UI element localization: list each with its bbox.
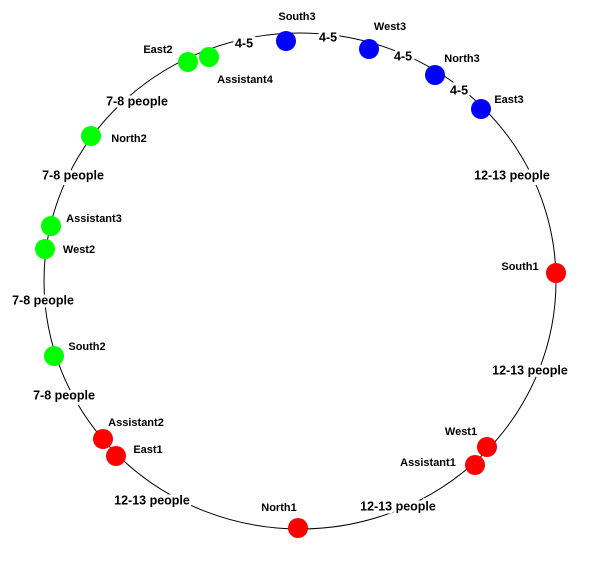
node-label: South2	[68, 341, 105, 353]
seat	[276, 31, 296, 51]
seat	[41, 216, 61, 236]
gap-label: 7-8 people	[42, 168, 104, 182]
node-label: East2	[143, 44, 172, 56]
gap-label: 7-8 people	[12, 293, 74, 307]
node-label: South1	[501, 261, 538, 273]
seat	[106, 446, 126, 466]
seat	[288, 518, 308, 538]
gap-label: 12-13 people	[360, 499, 436, 513]
node-label: North3	[444, 53, 479, 65]
seat	[35, 239, 55, 259]
seat	[471, 99, 491, 119]
node-label: East1	[133, 444, 162, 456]
seat	[359, 39, 379, 59]
gap-label: 12-13 people	[474, 168, 550, 182]
gap-label: 7-8 people	[33, 388, 95, 402]
gap-label: 12-13 people	[114, 493, 190, 507]
seat	[44, 346, 64, 366]
seat	[546, 263, 566, 283]
seat	[477, 437, 497, 457]
gap-label: 4-5	[235, 36, 253, 50]
node-label: North2	[111, 133, 146, 145]
node-label: West1	[445, 426, 477, 438]
seat	[199, 47, 219, 67]
node-label: Assistant3	[66, 213, 122, 225]
seat	[93, 429, 113, 449]
node-label: West3	[374, 21, 406, 33]
node-label: South3	[278, 11, 315, 23]
node-label: North1	[261, 502, 296, 514]
node-label: Assistant4	[217, 74, 274, 86]
node-label: East3	[494, 94, 523, 106]
gap-label: 4-5	[450, 83, 468, 97]
seat	[465, 455, 485, 475]
gap-label: 7-8 people	[106, 94, 168, 108]
gap-label: 12-13 people	[492, 363, 568, 377]
seat	[81, 126, 101, 146]
seat	[178, 52, 198, 72]
gap-label: 4-5	[394, 49, 412, 63]
node-label: Assistant1	[400, 457, 456, 469]
gap-label: 4-5	[319, 30, 337, 44]
node-label: West2	[63, 244, 95, 256]
node-label: Assistant2	[108, 417, 164, 429]
seat	[425, 65, 445, 85]
